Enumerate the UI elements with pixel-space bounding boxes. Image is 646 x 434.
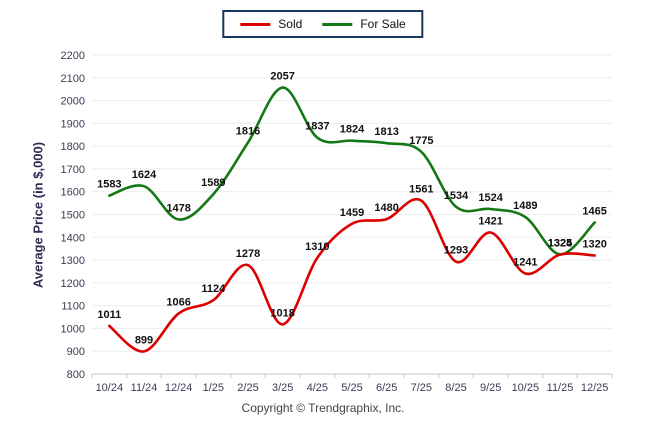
data-label-for-sale: 1775 <box>409 135 433 147</box>
y-tick-label: 1200 <box>61 278 85 290</box>
data-label-for-sale: 1816 <box>236 125 260 137</box>
x-tick-label: 4/25 <box>307 382 328 394</box>
data-label-sold: 1459 <box>340 207 364 219</box>
legend-label-for-sale: For Sale <box>360 17 406 31</box>
data-label-for-sale: 1583 <box>97 179 121 191</box>
data-label-for-sale: 1465 <box>582 205 606 217</box>
data-label-for-sale: 1534 <box>444 190 469 202</box>
y-tick-label: 2200 <box>61 50 85 62</box>
data-label-sold: 1278 <box>236 248 260 260</box>
data-label-sold: 1421 <box>478 216 502 228</box>
data-label-for-sale: 1824 <box>340 124 365 136</box>
data-label-for-sale: 1624 <box>132 169 157 181</box>
y-tick-label: 2100 <box>61 73 85 85</box>
x-tick-label: 5/25 <box>341 382 362 394</box>
data-label-for-sale: 1325 <box>548 237 572 249</box>
data-label-sold: 1320 <box>582 239 606 251</box>
sold-line-swatch-icon <box>240 22 271 26</box>
legend-item-for-sale: For Sale <box>322 17 406 31</box>
y-tick-label: 1700 <box>61 164 85 176</box>
x-tick-label: 2/25 <box>237 382 258 394</box>
x-tick-label: 3/25 <box>272 382 293 394</box>
data-label-sold: 1018 <box>270 307 294 319</box>
y-axis-title: Average Price (in $,000) <box>30 141 46 289</box>
data-label-for-sale: 1489 <box>513 200 537 212</box>
y-tick-label: 1100 <box>61 301 85 313</box>
data-label-sold: 899 <box>135 334 153 346</box>
data-label-sold: 1241 <box>513 257 537 269</box>
data-label-for-sale: 1837 <box>305 121 329 133</box>
data-label-sold: 1011 <box>97 309 121 321</box>
data-label-for-sale: 1478 <box>166 203 190 215</box>
series-for-sale-line <box>108 86 596 256</box>
y-tick-label: 1500 <box>61 210 85 222</box>
data-label-for-sale: 1524 <box>478 192 503 204</box>
x-tick-label: 10/24 <box>96 382 124 394</box>
legend-label-sold: Sold <box>278 17 303 31</box>
y-tick-label: 1400 <box>61 232 85 244</box>
x-tick-label: 10/25 <box>512 382 540 394</box>
x-tick-label: 8/25 <box>445 382 466 394</box>
copyright-text: Copyright © Trendgraphix, Inc. <box>241 401 405 415</box>
x-tick-label: 9/25 <box>480 382 501 394</box>
data-label-for-sale: 2057 <box>270 71 294 83</box>
x-tick-label: 7/25 <box>411 382 432 394</box>
data-label-sold: 1324 <box>548 238 573 250</box>
data-label-sold: 1310 <box>305 241 329 253</box>
y-tick-label: 1800 <box>61 141 85 153</box>
data-label-sold: 1561 <box>409 184 433 196</box>
series-sold-line <box>108 197 596 353</box>
data-label-sold: 1124 <box>201 283 226 295</box>
for-sale-line-swatch-icon <box>322 22 353 26</box>
y-tick-label: 1000 <box>61 323 85 335</box>
x-tick-label: 1/25 <box>203 382 224 394</box>
x-tick-label: 12/24 <box>165 382 193 394</box>
data-label-for-sale: 1813 <box>374 126 398 138</box>
x-tick-label: 12/25 <box>581 382 609 394</box>
x-tick-label: 11/25 <box>547 382 574 394</box>
y-tick-label: 2000 <box>61 96 85 108</box>
x-tick-label: 11/24 <box>131 382 158 394</box>
y-tick-label: 1900 <box>61 118 85 130</box>
data-label-for-sale: 1589 <box>201 177 225 189</box>
x-tick-label: 6/25 <box>376 382 397 394</box>
legend-item-sold: Sold <box>240 17 302 31</box>
data-label-sold: 1293 <box>444 245 468 257</box>
y-tick-label: 1300 <box>61 255 85 267</box>
y-tick-label: 900 <box>67 346 85 358</box>
legend: Sold For Sale <box>222 10 424 38</box>
y-tick-label: 800 <box>67 369 85 381</box>
y-tick-label: 1600 <box>61 187 85 199</box>
data-label-sold: 1480 <box>374 202 398 214</box>
data-label-sold: 1066 <box>166 296 190 308</box>
